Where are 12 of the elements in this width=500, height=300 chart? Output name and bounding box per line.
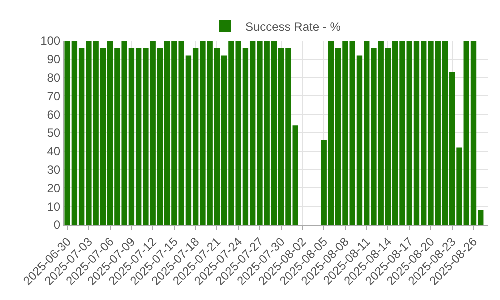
y-tick-label: 100 [40,34,61,48]
legend-label: Success Rate - % [246,20,342,34]
y-tick-label: 0 [54,218,61,232]
y-tick-label: 90 [47,52,61,67]
y-tick-label: 50 [47,126,61,140]
y-tick-label: 80 [47,71,61,85]
y-tick-label: 70 [47,89,61,104]
y-tick-label: 30 [47,163,61,177]
y-tick-label: 40 [47,144,61,159]
y-tick-label: 60 [47,108,61,122]
y-tick-label: 20 [47,181,61,196]
y-tick-label: 10 [47,200,61,214]
